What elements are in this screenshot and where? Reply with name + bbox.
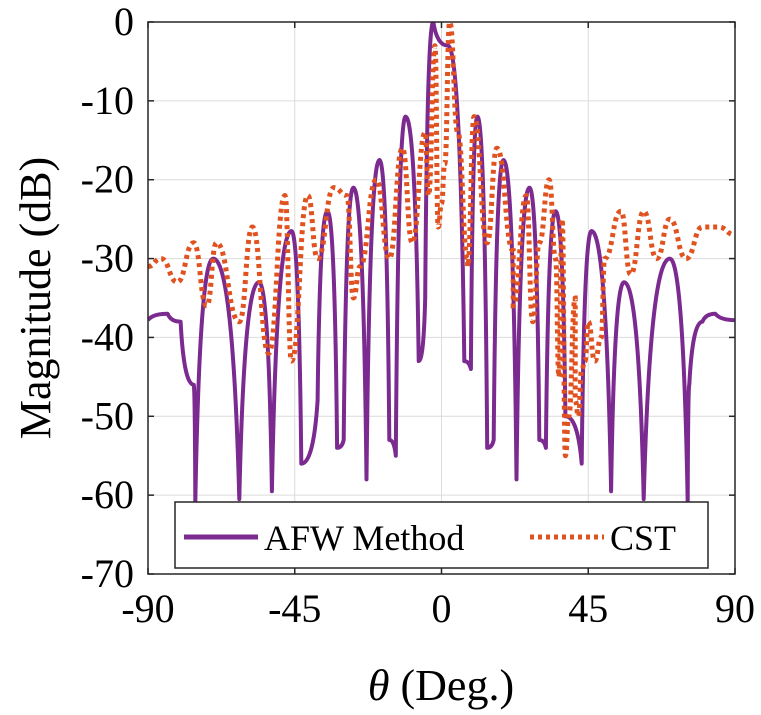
y-tick-label: -60 <box>81 472 134 517</box>
y-axis-title: Magnitude (dB) <box>11 157 60 439</box>
x-tick-label: -45 <box>268 586 321 631</box>
x-tick-label: 45 <box>568 586 608 631</box>
x-axis-title: θ (Deg.) <box>368 661 514 710</box>
y-tick-label: -50 <box>81 393 134 438</box>
y-tick-label: -10 <box>81 78 134 123</box>
legend: AFW Method CST <box>174 501 709 569</box>
x-tick-label: -90 <box>121 586 174 631</box>
grid-lines <box>147 21 736 575</box>
x-tick-labels: -90 -45 0 45 90 <box>121 586 755 631</box>
legend-label-cst: CST <box>610 518 676 558</box>
y-tick-label: -30 <box>81 236 134 281</box>
y-tick-labels: 0 -10 -20 -30 -40 -50 -60 -70 <box>81 0 134 596</box>
y-tick-label: -20 <box>81 157 134 202</box>
series-afw-method-line <box>148 22 735 505</box>
y-tick-label: 0 <box>114 0 134 44</box>
series-cst-line <box>148 22 735 459</box>
y-tick-label: -40 <box>81 314 134 359</box>
x-tick-label: 90 <box>715 586 755 631</box>
legend-box <box>174 501 709 569</box>
legend-label-afw-method: AFW Method <box>264 518 464 558</box>
series-layer <box>148 22 735 505</box>
tick-marks <box>147 21 736 575</box>
y-tick-label: -70 <box>81 551 134 596</box>
x-tick-label: 0 <box>432 586 452 631</box>
